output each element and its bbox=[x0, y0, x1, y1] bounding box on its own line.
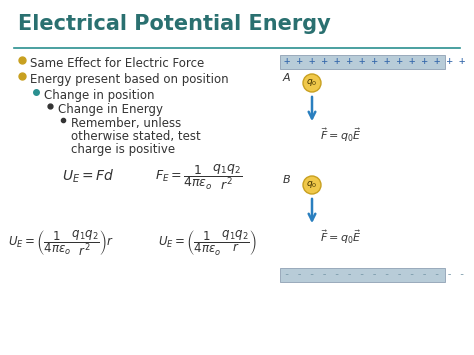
Text: - - - - - - - - - - - - - - -: - - - - - - - - - - - - - - - bbox=[284, 269, 465, 279]
Text: $U_E = \left(\dfrac{1}{4\pi\varepsilon_o}\dfrac{q_1 q_2}{r}\right)$: $U_E = \left(\dfrac{1}{4\pi\varepsilon_o… bbox=[158, 228, 256, 257]
FancyBboxPatch shape bbox=[280, 55, 445, 69]
Text: A: A bbox=[283, 73, 291, 83]
Text: $q_0$: $q_0$ bbox=[306, 77, 318, 88]
Text: Remember, unless: Remember, unless bbox=[71, 117, 181, 130]
Text: $q_0$: $q_0$ bbox=[306, 180, 318, 191]
Text: charge is positive: charge is positive bbox=[71, 143, 175, 156]
Text: $F_E = \dfrac{1}{4\pi\varepsilon_o}\dfrac{q_1 q_2}{r^2}$: $F_E = \dfrac{1}{4\pi\varepsilon_o}\dfra… bbox=[155, 163, 243, 192]
Text: Change in Energy: Change in Energy bbox=[58, 103, 163, 116]
Text: Energy present based on position: Energy present based on position bbox=[30, 73, 228, 86]
Text: $\vec{F} = q_0\vec{E}$: $\vec{F} = q_0\vec{E}$ bbox=[320, 228, 361, 246]
Text: + + + + + + + + + + + + + + +: + + + + + + + + + + + + + + + bbox=[284, 56, 465, 66]
Text: otherwise stated, test: otherwise stated, test bbox=[71, 130, 201, 143]
Text: $U_E = Fd$: $U_E = Fd$ bbox=[62, 168, 115, 185]
Text: Same Effect for Electric Force: Same Effect for Electric Force bbox=[30, 57, 204, 70]
Text: Change in position: Change in position bbox=[44, 89, 155, 102]
Text: $\vec{F} = q_0\vec{E}$: $\vec{F} = q_0\vec{E}$ bbox=[320, 126, 361, 144]
Circle shape bbox=[303, 176, 321, 194]
Text: B: B bbox=[283, 175, 291, 185]
Text: $U_E = \left(\dfrac{1}{4\pi\varepsilon_o}\dfrac{q_1 q_2}{r^2}\right)r$: $U_E = \left(\dfrac{1}{4\pi\varepsilon_o… bbox=[8, 228, 114, 257]
Text: Electrical Potential Energy: Electrical Potential Energy bbox=[18, 14, 331, 34]
FancyBboxPatch shape bbox=[280, 268, 445, 282]
Circle shape bbox=[303, 74, 321, 92]
